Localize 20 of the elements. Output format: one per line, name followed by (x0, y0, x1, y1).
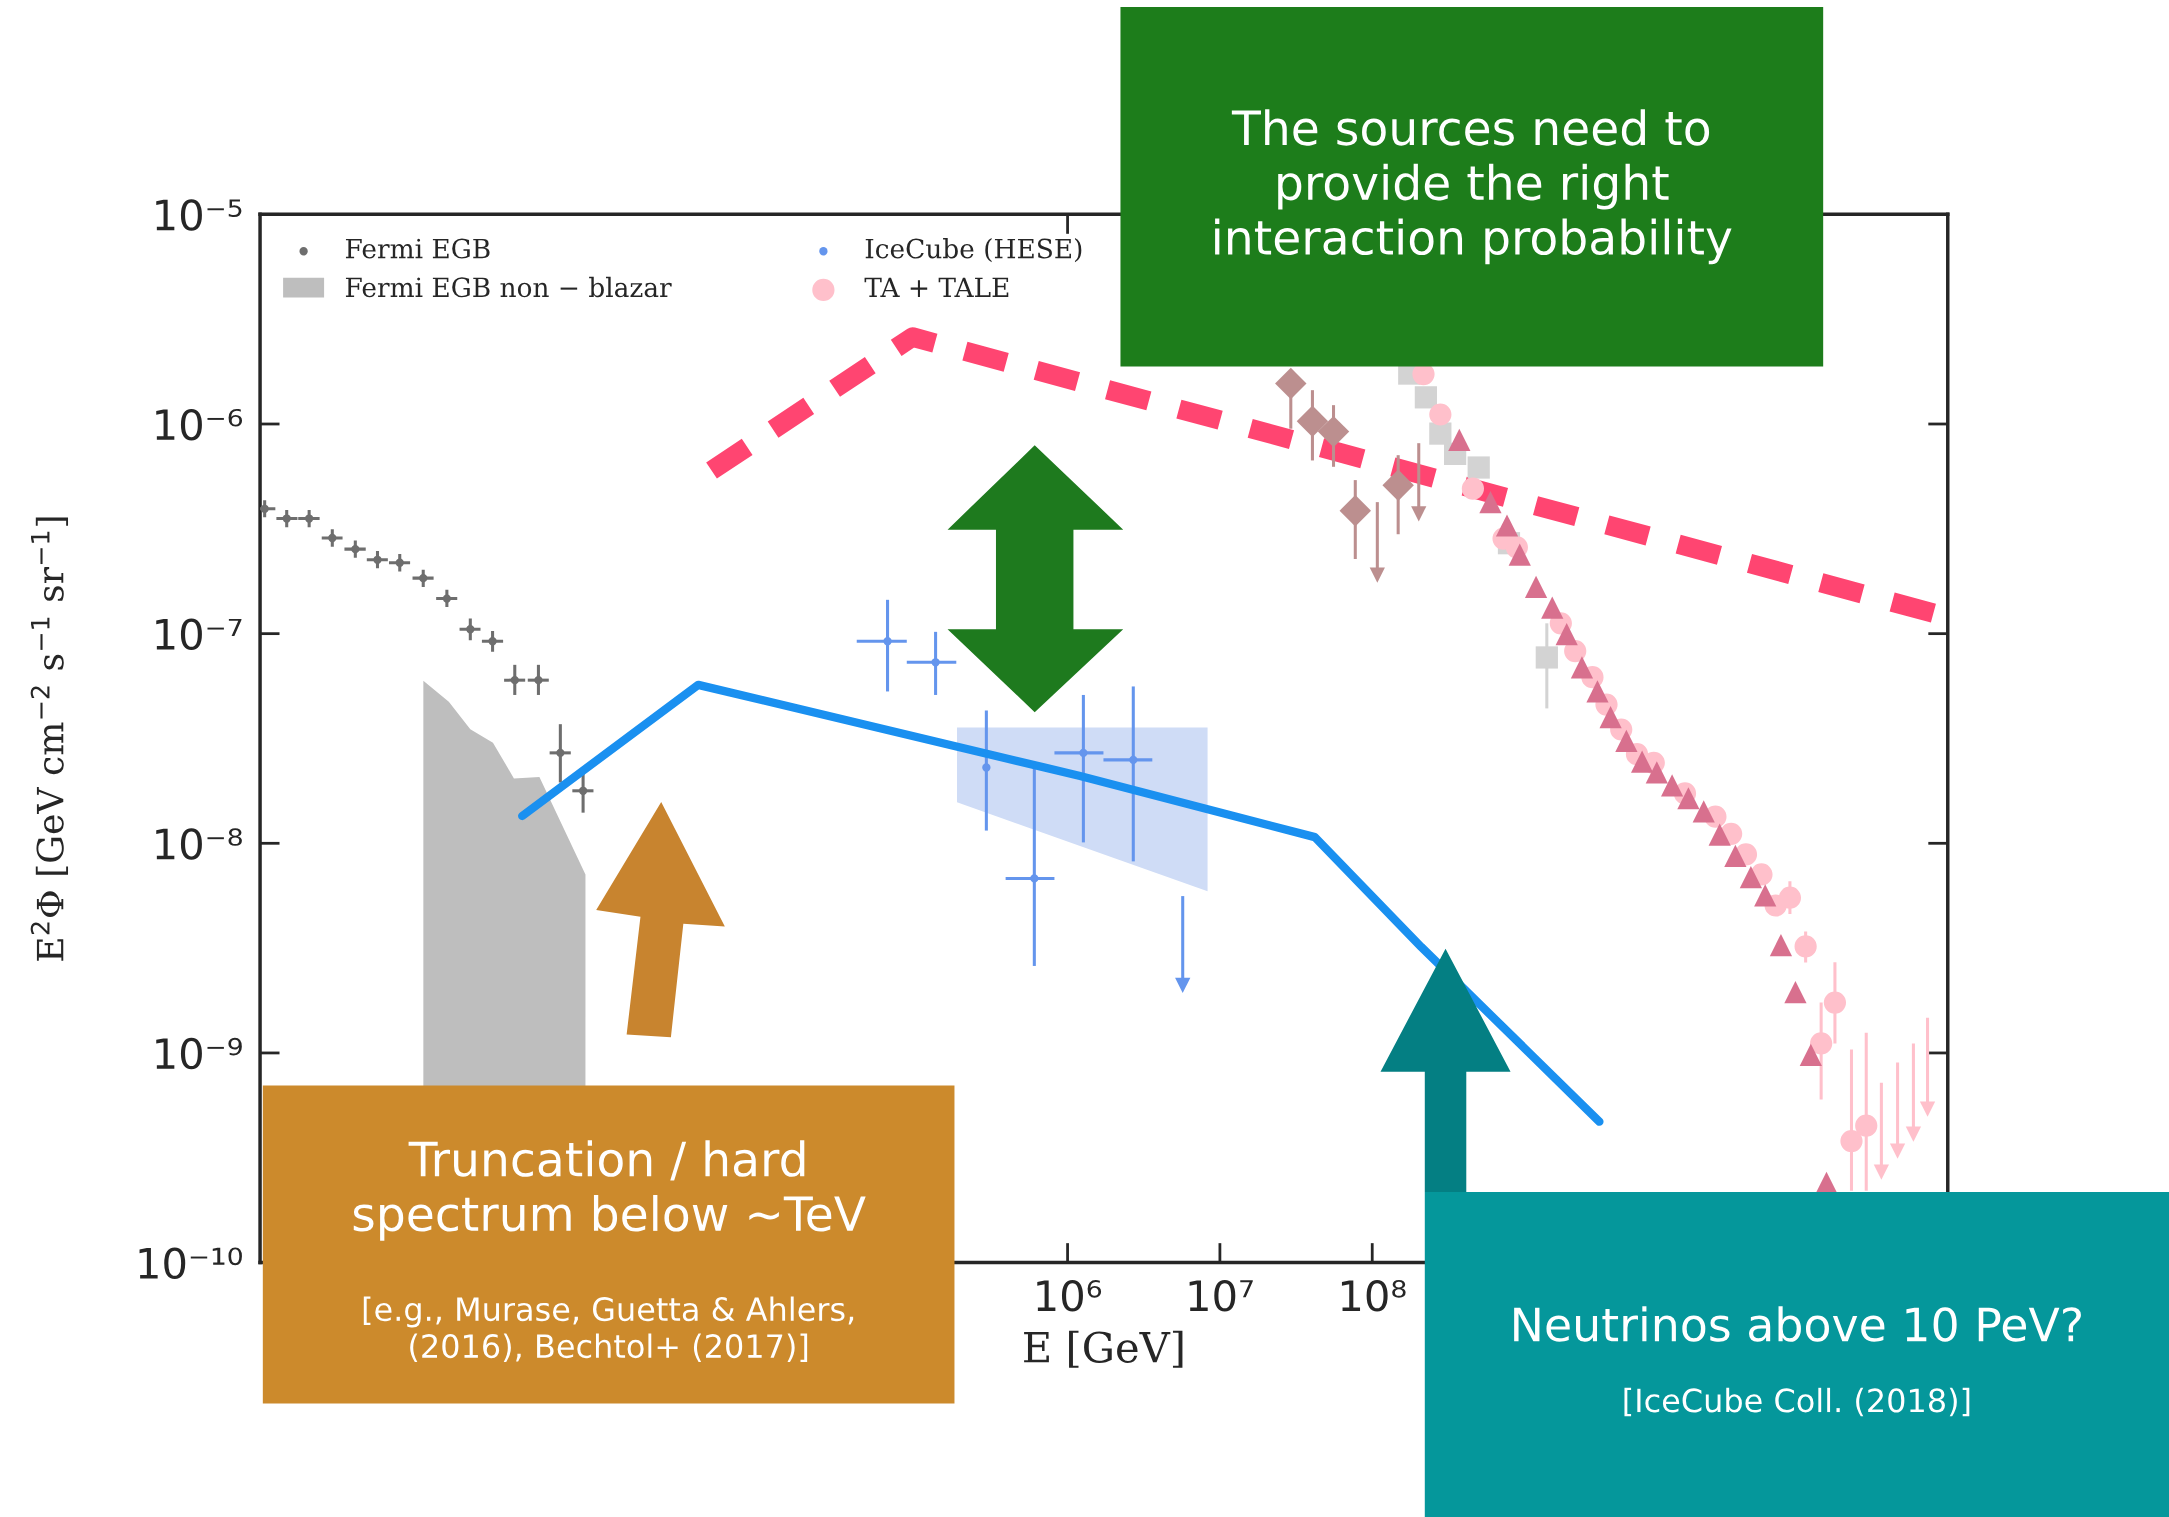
text: [IceCube Coll. (2018)] (1624, 1387, 1970, 1417)
text: [e.g., Murase, Guetta & Ahlers, (2016), Bechtol+ (2017)] (363, 1296, 854, 1362)
x-axis-title: E [GeV] (1024, 1330, 1183, 1368)
x-tick-label: 10⁷ (1189, 1280, 1253, 1312)
legend-label: Fermi EGB (345, 238, 490, 259)
y-tick-label: 10⁻⁸ (156, 828, 242, 860)
annotation: The sources need to provide the right interaction probability (1215, 109, 1732, 265)
x-tick-label: 10⁶ (1037, 1280, 1102, 1312)
legend-label: Fermi EGB non − blazar (345, 276, 672, 298)
text: E$^{2}$Φ [GeV cm$^{−2}$ s$^{−1}$ sr$^{−1}$] (30, 517, 69, 961)
annotation: Truncation / hard spectrum below ~TeV (353, 1140, 866, 1241)
y-tick-label: 10⁻⁹ (156, 1037, 242, 1070)
y-tick-label: 10⁻⁷ (156, 618, 242, 651)
x-tick-label: 10⁸ (1341, 1280, 1406, 1312)
y-tick-label: 10⁻¹⁰ (139, 1247, 242, 1280)
text: Neutrinos above 10 PeV? (1514, 1306, 2081, 1342)
y-tick-label: 10⁻⁶ (156, 408, 243, 441)
legend-label: TA + TALE (864, 277, 1009, 297)
legend-label: IceCube (HESE) (865, 238, 1082, 263)
y-tick-label: 10⁻⁵ (156, 199, 242, 231)
